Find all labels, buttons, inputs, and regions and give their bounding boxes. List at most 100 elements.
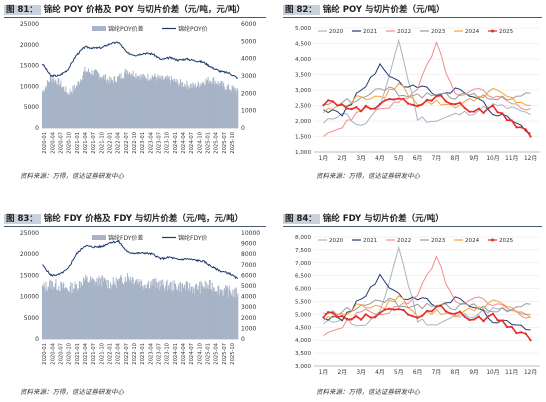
spread-area-bar	[233, 297, 235, 339]
spread-area-bar	[184, 290, 186, 339]
spread-area-bar	[145, 79, 147, 128]
spread-area-bar	[141, 74, 143, 128]
spread-area-bar	[127, 75, 129, 128]
spread-area-bar	[167, 285, 169, 339]
spread-area-bar	[143, 73, 145, 128]
spread-area-bar	[167, 75, 169, 128]
spread-area-bar	[208, 80, 210, 128]
spread-area-bar	[78, 84, 80, 128]
x-tick-label: 2021-10	[99, 343, 105, 365]
spread-area-bar	[145, 287, 147, 339]
spread-area-bar	[235, 88, 237, 128]
spread-area-bar	[74, 87, 76, 128]
spread-area-bar	[233, 288, 235, 339]
left-y-tick-label: 25000	[20, 21, 39, 28]
fdy-spread-by-year-chart: 3,000 3,500 4,000 4,500 5,000 5,500 6,000 6,500…	[295, 235, 540, 376]
spread-area-bar	[124, 69, 126, 128]
x-tick-label: 2022-01	[107, 343, 113, 365]
spread-area-bar	[202, 288, 204, 339]
spread-area-bar	[70, 282, 72, 339]
spread-area-bar	[103, 75, 105, 128]
spread-area-bar	[65, 286, 67, 339]
spread-area-bar	[110, 77, 112, 128]
spread-area-bar	[76, 291, 78, 339]
spread-area-bar	[174, 283, 176, 339]
spread-area-bar	[225, 90, 227, 128]
spread-area-bar	[100, 76, 102, 128]
series-point-2025	[501, 319, 504, 322]
spread-area-bar	[212, 291, 214, 339]
x-tick-label: 2020-01	[42, 132, 48, 154]
x-tick-label: 2025-04	[214, 131, 220, 153]
title-rule-81	[4, 17, 266, 18]
spread-area-bar	[165, 76, 167, 128]
y-tick-label: 7,000	[295, 261, 311, 267]
spread-area-bar	[148, 289, 150, 339]
series-point-2025	[529, 135, 532, 138]
title-rule-82	[283, 17, 542, 18]
x-tick-label: 2024-07	[189, 132, 195, 154]
spread-area-bar	[184, 85, 186, 128]
x-tick-label: 2024-04	[181, 131, 187, 153]
series-point-2025	[425, 309, 429, 312]
spread-area-bar	[178, 84, 180, 128]
series-point-2025	[501, 112, 504, 115]
spread-area-bar	[126, 282, 128, 339]
spread-area-bar	[208, 83, 210, 128]
x-tick-label: 2022-04	[116, 342, 122, 364]
spread-area-bar	[156, 282, 158, 339]
spread-area-bar	[90, 74, 92, 128]
right-y-tick-label: 3000	[241, 73, 256, 80]
spread-area-bar	[119, 78, 121, 128]
spread-area-bar	[77, 288, 79, 339]
spread-area-bar	[208, 288, 210, 339]
spread-area-bar	[61, 87, 63, 128]
spread-area-bar	[164, 290, 166, 339]
y-tick-label: 3,000	[295, 364, 311, 370]
spread-area-bar	[54, 287, 56, 339]
series-point-2025	[350, 318, 353, 321]
spread-area-bar	[107, 279, 109, 339]
x-tick-label: 2022-04	[116, 131, 122, 153]
spread-area-bar	[51, 81, 53, 128]
x-tick-label: 2025-07	[222, 132, 228, 154]
y-tick-label: 8,000	[295, 235, 311, 241]
spread-area-bar	[179, 83, 181, 128]
spread-area-bar	[186, 80, 188, 128]
y-tick-label: 1,000	[295, 150, 311, 156]
spread-area-bar	[184, 83, 186, 128]
spread-area-bar	[180, 291, 182, 339]
spread-area-bar	[228, 90, 230, 128]
spread-area-bar	[117, 281, 119, 339]
spread-area-bar	[192, 293, 194, 339]
spread-area-bar	[232, 87, 234, 128]
panel-text-82: 锦纶 POY 与切片价差（元/吨）	[322, 5, 445, 15]
spread-area-bar	[131, 74, 133, 128]
panel-title-81: 图 81： 锦纶 POY 价格及 POY 与切片价差（元/吨，元/吨）	[4, 3, 245, 17]
x-tick-label: 2022-07	[124, 132, 130, 154]
spread-area-bar	[58, 290, 60, 339]
spread-area-bar	[162, 76, 164, 128]
spread-area-bar	[106, 279, 108, 339]
spread-area-bar	[217, 285, 219, 339]
spread-area-bar	[49, 279, 51, 339]
left-y-tick-label: 10000	[20, 83, 39, 90]
x-tick-label: 1月	[319, 155, 329, 162]
x-tick-label: 2023-04	[148, 131, 154, 153]
spread-area-bar	[79, 281, 81, 339]
spread-area-bar	[146, 80, 148, 128]
spread-area-bar	[182, 283, 184, 339]
spread-area-bar	[85, 274, 87, 339]
spread-area-bar	[133, 76, 135, 128]
spread-area-bar	[64, 92, 66, 128]
spread-area-bar	[125, 281, 127, 339]
spread-area-bar	[223, 295, 225, 339]
series-point-2025	[383, 308, 386, 311]
x-tick-label: 2022-01	[107, 132, 113, 154]
spread-area-bar	[233, 86, 235, 128]
spread-area-bar	[124, 72, 126, 128]
x-tick-label: 7月	[432, 369, 442, 376]
spread-area-bar	[56, 85, 58, 128]
spread-area-bar	[71, 283, 73, 339]
spread-area-bar	[55, 279, 57, 339]
